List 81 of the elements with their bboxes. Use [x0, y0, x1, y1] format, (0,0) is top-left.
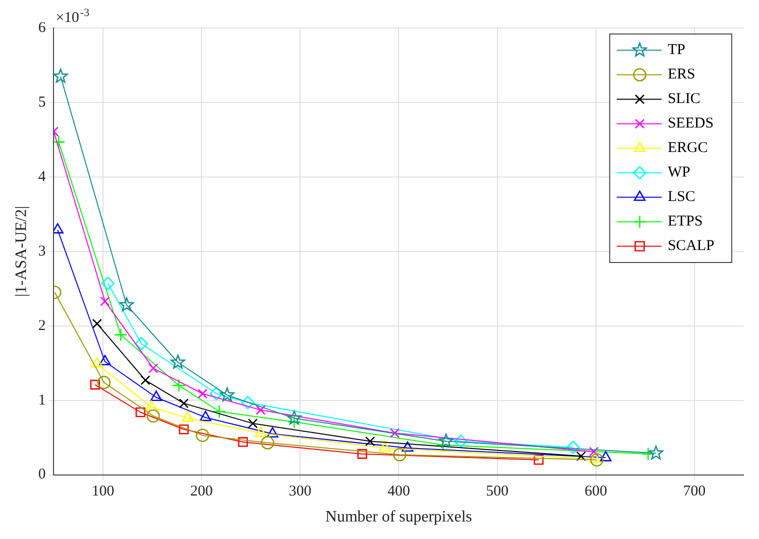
y-axis-title: |1-ASA-UE/2|	[12, 206, 30, 297]
legend-label: ERS	[668, 66, 696, 83]
y-tick-label: 6	[38, 20, 46, 36]
y-tick-label: 3	[38, 243, 46, 260]
legend-label: SEEDS	[668, 116, 714, 132]
point	[566, 440, 580, 454]
point	[100, 296, 110, 306]
point	[534, 455, 544, 465]
point	[220, 387, 234, 402]
point	[90, 380, 100, 390]
legend-label: WP	[668, 164, 690, 181]
point	[393, 448, 406, 462]
point	[365, 436, 376, 446]
point	[145, 400, 158, 411]
point	[97, 376, 111, 390]
point	[136, 407, 146, 418]
point	[101, 276, 115, 290]
y-tick-label: 4	[38, 168, 46, 185]
point	[402, 441, 414, 452]
point	[254, 426, 267, 437]
point	[92, 318, 102, 329]
point	[182, 412, 194, 422]
x-tick-label: 500	[486, 484, 509, 500]
point	[648, 446, 664, 460]
point	[134, 337, 148, 350]
legend-label: ERGC	[668, 140, 708, 156]
x-tick-label: 700	[683, 484, 706, 500]
y-tick-label: 5	[38, 94, 46, 110]
x-axis-title: Number of superpixels	[325, 508, 472, 526]
point	[576, 451, 586, 462]
legend-label: TP	[668, 42, 686, 58]
point	[196, 428, 210, 442]
point	[212, 404, 226, 418]
legend-label: SLIC	[668, 91, 700, 108]
point	[589, 452, 601, 463]
point	[200, 410, 212, 422]
x-tick-label: 200	[190, 484, 213, 500]
point	[238, 437, 248, 447]
point	[198, 388, 208, 399]
point	[178, 398, 189, 408]
legend-label: SCALP	[668, 238, 714, 254]
point	[119, 297, 134, 312]
point	[140, 375, 150, 386]
point	[266, 427, 278, 438]
point	[172, 378, 186, 392]
legend-label: ETPS	[668, 214, 703, 230]
y-tick-label: 1	[38, 392, 46, 408]
x-tick-label: 600	[584, 484, 608, 500]
y-tick-label: 2	[38, 318, 46, 334]
x-tick-label: 100	[92, 484, 114, 500]
point	[114, 328, 128, 342]
point	[438, 434, 454, 448]
point	[390, 428, 400, 438]
point	[436, 438, 450, 452]
point	[53, 68, 68, 83]
point	[148, 363, 158, 374]
point	[178, 424, 189, 434]
point	[641, 447, 655, 461]
point	[170, 354, 186, 369]
point	[588, 446, 599, 457]
point	[256, 405, 266, 415]
point	[590, 453, 604, 467]
x-tick-label: 300	[288, 484, 312, 500]
point	[379, 441, 391, 452]
point	[260, 436, 274, 450]
point	[600, 451, 612, 462]
x-tick-label: 400	[387, 484, 410, 500]
y-tick-label: 0	[38, 466, 46, 483]
point	[99, 354, 111, 366]
point	[454, 434, 468, 448]
legend-label: LSC	[668, 189, 696, 206]
point	[288, 415, 301, 429]
point	[248, 418, 258, 428]
point	[286, 410, 302, 425]
point	[357, 449, 368, 459]
point	[91, 357, 103, 368]
point	[241, 396, 255, 410]
point	[146, 409, 160, 423]
point	[54, 135, 66, 149]
point	[210, 386, 223, 400]
point	[150, 390, 162, 402]
